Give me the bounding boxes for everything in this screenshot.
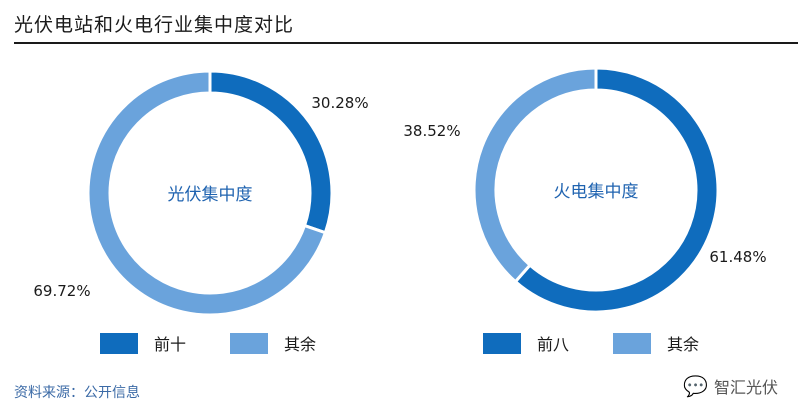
legend-label: 前十 xyxy=(154,335,186,354)
source-note: 资料来源：公开信息 xyxy=(14,385,140,401)
legend-swatch xyxy=(100,333,138,354)
donut-center-label: 火电集中度 xyxy=(554,182,639,202)
donut-slice xyxy=(472,66,598,284)
watermark: 💬 智汇光伏 xyxy=(683,374,778,398)
slice-data-label: 61.48% xyxy=(709,248,766,266)
donut-center-label: 光伏集中度 xyxy=(168,185,253,205)
legend-swatch xyxy=(613,333,651,354)
title-divider xyxy=(14,42,798,44)
watermark-text: 智汇光伏 xyxy=(713,378,778,397)
legend-label: 其余 xyxy=(667,335,699,354)
donut-slice xyxy=(86,69,328,317)
slice-data-label: 69.72% xyxy=(33,282,90,300)
slice-data-label: 30.28% xyxy=(311,94,368,112)
legend-label: 前八 xyxy=(537,335,569,354)
legend-swatch xyxy=(483,333,521,354)
legend-swatch xyxy=(230,333,268,354)
legend-label: 其余 xyxy=(284,335,316,354)
donut-slice xyxy=(513,66,720,314)
chart-title: 光伏电站和火电行业集中度对比 xyxy=(14,14,295,36)
wechat-icon: 💬 xyxy=(683,374,708,398)
slice-data-label: 38.52% xyxy=(403,122,460,140)
